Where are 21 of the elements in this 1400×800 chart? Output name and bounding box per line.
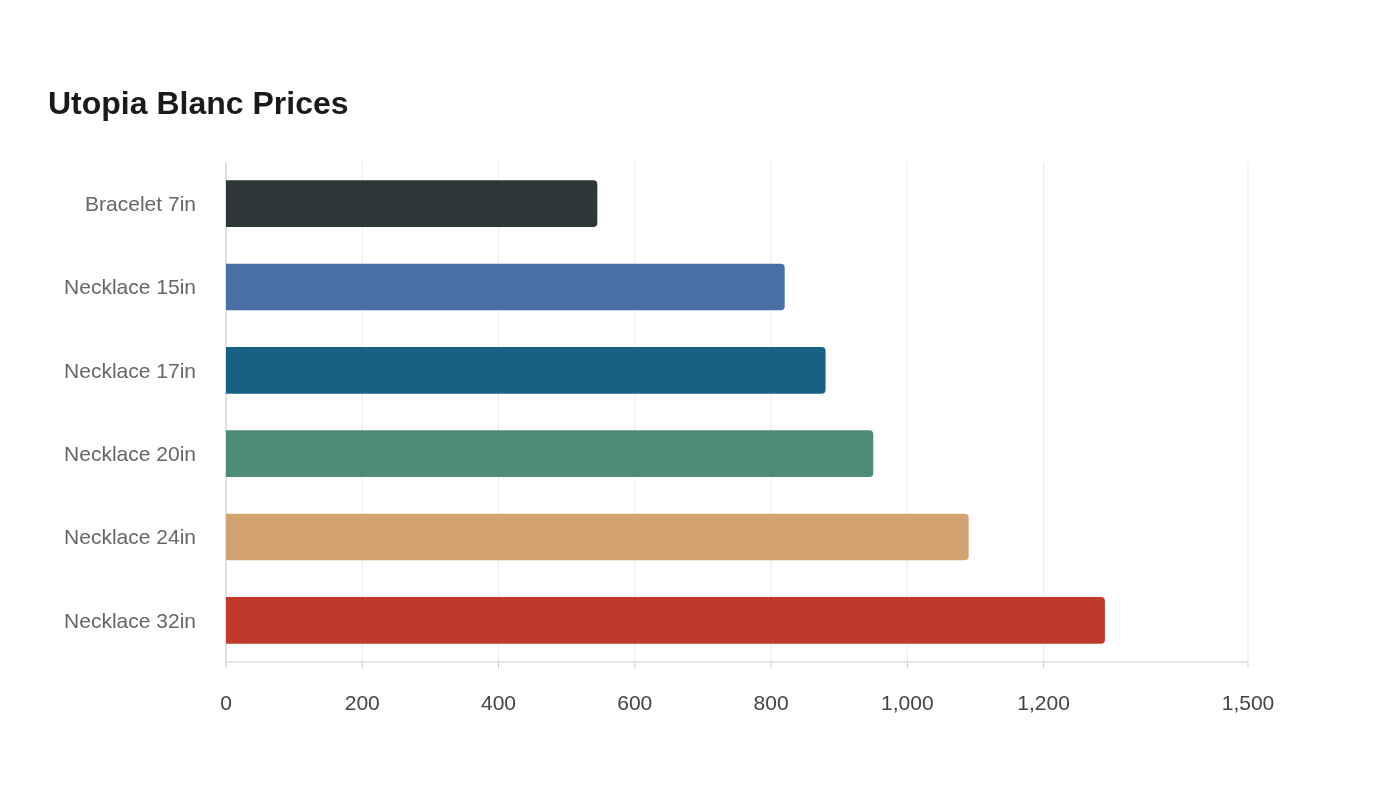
chart-title: Utopia Blanc Prices [48, 85, 349, 121]
y-tick-label: Necklace 24in [64, 525, 196, 549]
x-tick-label: 1,200 [1017, 691, 1070, 714]
y-tick-label: Necklace 32in [64, 608, 196, 632]
bar [226, 513, 969, 561]
x-tick-label: 600 [617, 691, 653, 714]
y-tick-label: Necklace 20in [64, 442, 196, 466]
y-tick-label: Necklace 17in [64, 358, 196, 382]
bar [226, 180, 598, 227]
x-tick-label: 1,500 [1221, 691, 1275, 714]
x-tick-label: 200 [344, 691, 380, 714]
x-tick-label: 800 [753, 691, 789, 714]
bar [226, 597, 1105, 644]
bar [226, 430, 874, 477]
x-tick-label: 400 [481, 691, 517, 714]
x-tick-label: 1,000 [881, 691, 934, 714]
y-tick-label: Bracelet 7in [85, 192, 196, 216]
y-tick-label: Necklace 15in [64, 275, 196, 299]
bar [226, 347, 826, 394]
x-tick-label: 0 [220, 691, 232, 714]
bar [226, 263, 785, 311]
